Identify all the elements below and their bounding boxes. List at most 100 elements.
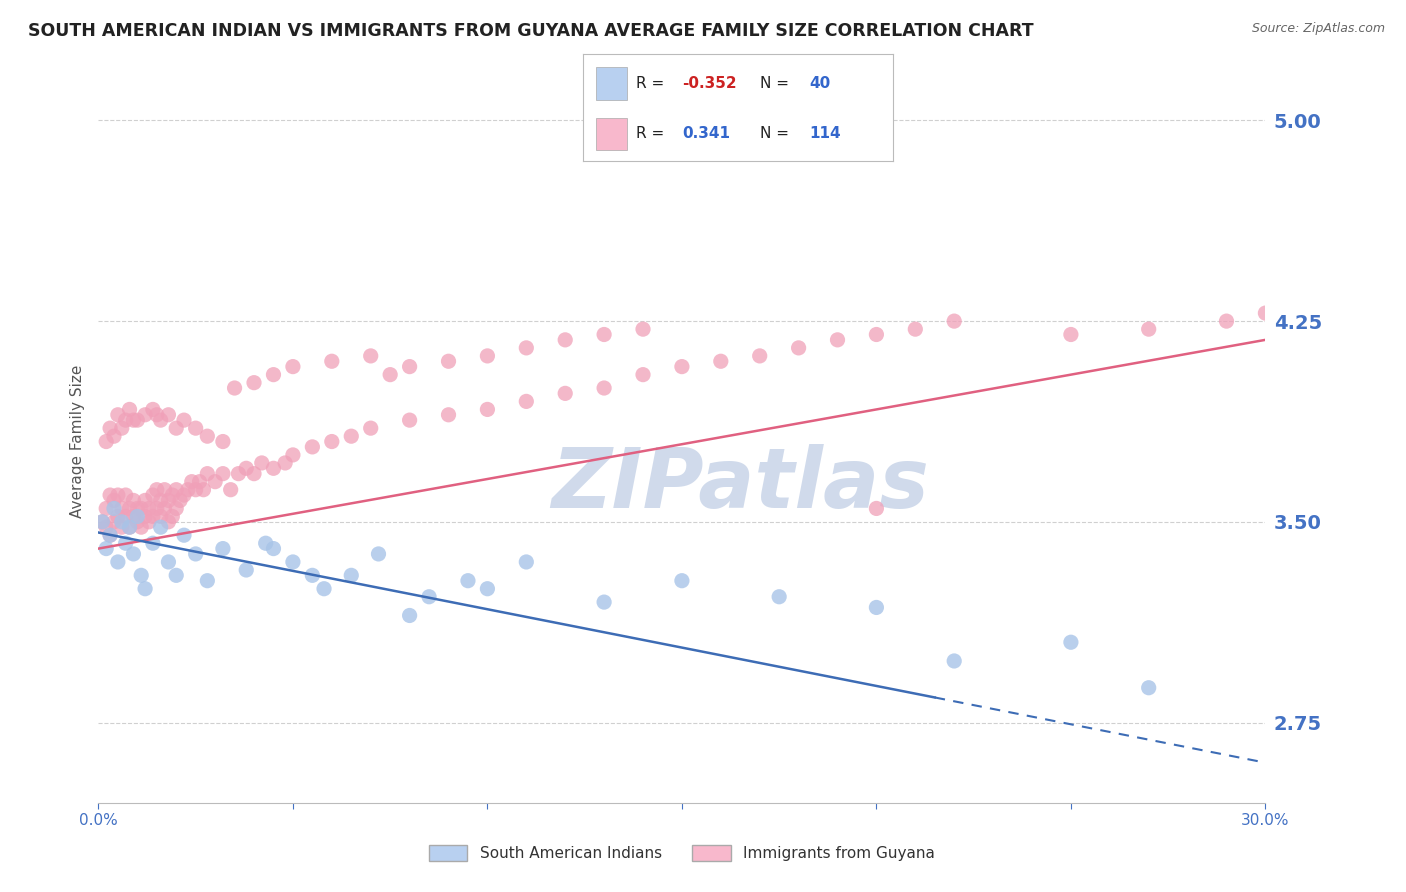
Point: [118, 501, 141, 516]
Point: [195, 467, 218, 481]
Point: [165, 421, 187, 435]
Point: [398, 359, 420, 374]
Point: [184, 421, 207, 435]
Point: [631, 322, 654, 336]
Point: [274, 456, 297, 470]
Point: [173, 413, 195, 427]
Point: [173, 488, 195, 502]
Point: [138, 515, 160, 529]
Point: [96, 501, 118, 516]
Point: [134, 582, 156, 596]
Point: [98, 421, 121, 435]
Point: [149, 413, 172, 427]
Point: [301, 568, 323, 582]
Point: [184, 483, 207, 497]
Point: [943, 314, 966, 328]
Point: [118, 520, 141, 534]
Point: [1060, 635, 1083, 649]
Point: [165, 568, 187, 582]
Point: [515, 394, 537, 409]
Point: [118, 520, 141, 534]
Point: [118, 402, 141, 417]
Point: [114, 488, 136, 502]
Point: [593, 327, 616, 342]
Point: [593, 595, 616, 609]
Point: [437, 408, 460, 422]
Point: [127, 509, 149, 524]
Point: [768, 590, 790, 604]
Point: [224, 381, 246, 395]
Point: [1060, 327, 1083, 342]
Text: N =: N =: [759, 76, 793, 91]
Text: 0.341: 0.341: [682, 127, 731, 141]
Point: [943, 654, 966, 668]
Text: N =: N =: [759, 127, 793, 141]
Point: [134, 509, 156, 524]
Point: [254, 536, 277, 550]
Point: [146, 501, 169, 516]
Point: [321, 354, 343, 368]
Point: [162, 509, 184, 524]
Point: [146, 408, 169, 422]
Point: [134, 493, 156, 508]
Point: [193, 483, 215, 497]
Point: [367, 547, 389, 561]
Point: [321, 434, 343, 449]
Point: [122, 493, 145, 508]
Y-axis label: Average Family Size: Average Family Size: [69, 365, 84, 518]
Point: [111, 515, 134, 529]
Point: [301, 440, 323, 454]
Text: R =: R =: [636, 76, 669, 91]
Point: [96, 541, 118, 556]
Point: [631, 368, 654, 382]
Point: [360, 421, 382, 435]
Point: [91, 515, 114, 529]
Point: [184, 547, 207, 561]
Point: [219, 483, 242, 497]
Point: [149, 520, 172, 534]
Point: [127, 413, 149, 427]
Point: [554, 386, 576, 401]
Point: [129, 501, 152, 516]
Bar: [596, 118, 627, 150]
Text: 114: 114: [810, 127, 841, 141]
Point: [360, 349, 382, 363]
Bar: [596, 68, 627, 100]
Point: [312, 582, 335, 596]
Point: [281, 448, 304, 462]
Text: Source: ZipAtlas.com: Source: ZipAtlas.com: [1251, 22, 1385, 36]
Point: [827, 333, 849, 347]
Point: [204, 475, 226, 489]
Point: [107, 488, 129, 502]
Point: [1254, 306, 1277, 320]
Point: [477, 402, 499, 417]
Point: [96, 520, 118, 534]
Point: [515, 555, 537, 569]
Point: [380, 368, 402, 382]
Point: [138, 501, 160, 516]
Text: 40: 40: [810, 76, 831, 91]
Point: [1215, 314, 1237, 328]
Point: [554, 333, 576, 347]
Point: [250, 456, 273, 470]
Point: [142, 509, 165, 524]
Point: [111, 501, 134, 516]
Point: [149, 493, 172, 508]
Point: [129, 568, 152, 582]
Point: [418, 590, 440, 604]
Point: [671, 574, 693, 588]
Point: [146, 483, 169, 497]
Point: [787, 341, 810, 355]
Text: R =: R =: [636, 127, 669, 141]
Point: [398, 608, 420, 623]
Point: [398, 413, 420, 427]
Point: [235, 461, 257, 475]
Point: [188, 475, 211, 489]
Point: [169, 493, 191, 508]
Point: [195, 574, 218, 588]
Point: [243, 376, 266, 390]
Point: [103, 493, 125, 508]
Point: [235, 563, 257, 577]
Point: [111, 421, 134, 435]
Point: [122, 413, 145, 427]
